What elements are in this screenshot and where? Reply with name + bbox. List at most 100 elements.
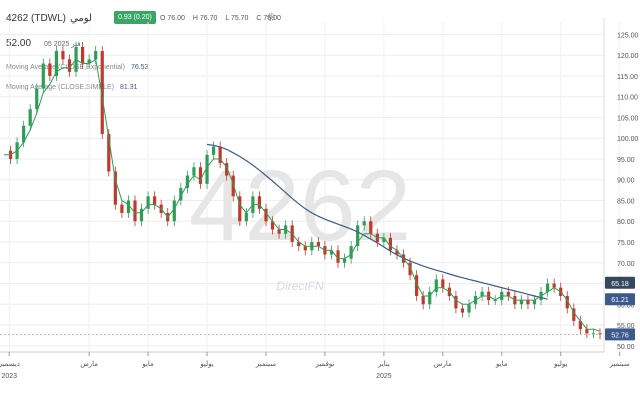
x-tick-label: مايو bbox=[495, 360, 508, 368]
candle-body bbox=[342, 258, 347, 263]
open-value: O 76.00 bbox=[160, 15, 185, 22]
ma2-label: Moving Average (CLOSE,SIMPLE) bbox=[6, 84, 115, 91]
candle-body bbox=[369, 221, 373, 234]
candle-body bbox=[146, 196, 150, 209]
y-tick-label: 85.00 bbox=[617, 198, 635, 205]
x-tick-label: يناير bbox=[377, 360, 390, 368]
candle-body bbox=[54, 51, 58, 76]
candle-body bbox=[519, 300, 524, 305]
moving-average-lines bbox=[0, 58, 604, 335]
y-tick-label: 55.00 bbox=[617, 323, 635, 330]
candle-body bbox=[552, 283, 556, 288]
candle-body bbox=[225, 163, 229, 176]
y-tick-label: 90.00 bbox=[617, 178, 635, 185]
ma2-value: 81.31 bbox=[120, 84, 138, 91]
candle-body bbox=[126, 200, 131, 213]
candle-body bbox=[395, 250, 399, 255]
grid-lines bbox=[0, 22, 621, 352]
x-tick-label: سبتمبر bbox=[609, 360, 630, 368]
x-tick-label: مايو bbox=[141, 360, 154, 368]
candle-body bbox=[467, 304, 471, 313]
y-tick-label: 105.00 bbox=[617, 115, 639, 122]
y-tick-label: 75.00 bbox=[617, 240, 635, 247]
candle-body bbox=[257, 196, 262, 209]
candle-body bbox=[87, 59, 91, 64]
candle-body bbox=[428, 291, 432, 305]
candle-body bbox=[153, 196, 157, 205]
gear-icon[interactable] bbox=[266, 12, 276, 22]
candle-body bbox=[80, 46, 85, 64]
price-tag-label: 52.76 bbox=[611, 332, 629, 339]
candle-body bbox=[185, 175, 189, 189]
x-tick-label: ديسمبر bbox=[0, 360, 20, 368]
price-tag-label: 65.18 bbox=[611, 281, 629, 288]
candle-body bbox=[218, 146, 222, 164]
watermark-brand: DirectFN bbox=[276, 279, 324, 293]
candle-body bbox=[22, 125, 26, 143]
candle-body bbox=[349, 246, 353, 259]
y-tick-label: 70.00 bbox=[617, 261, 635, 268]
x-tick-label: سبتمبر bbox=[255, 360, 276, 368]
candle-body bbox=[238, 196, 242, 222]
candle-body bbox=[205, 154, 209, 184]
price-tags: 65.18 61.21 52.76 bbox=[605, 276, 635, 341]
candle-body bbox=[270, 221, 275, 230]
x-tick-label: مارس bbox=[434, 360, 452, 368]
ticker-label: 4262 (TDWL) bbox=[6, 13, 67, 24]
candle-body bbox=[408, 262, 412, 276]
change-badge: 0.93 (0.20) bbox=[114, 11, 156, 24]
y-tick-label: 95.00 bbox=[617, 157, 635, 164]
x-tick-label: مارس bbox=[80, 360, 98, 368]
low-value: L 75.70 bbox=[225, 15, 249, 22]
candle-body bbox=[329, 250, 334, 255]
candle-body bbox=[336, 250, 340, 263]
candle-body bbox=[35, 88, 39, 110]
candle-body bbox=[120, 204, 124, 213]
candle-body bbox=[264, 208, 268, 222]
candle-body bbox=[546, 283, 550, 292]
candle-body bbox=[578, 320, 582, 330]
candle-body bbox=[192, 167, 196, 176]
candle-body bbox=[48, 63, 52, 76]
last-price: 52.00 bbox=[6, 38, 32, 49]
candle-body bbox=[460, 308, 465, 313]
y-tick-label: 50.00 bbox=[617, 344, 635, 351]
y-tick-label: 120.00 bbox=[617, 53, 639, 60]
high-value: H 76.70 bbox=[192, 15, 218, 22]
company-name: لومي bbox=[70, 13, 92, 24]
x-year-label: 2025 bbox=[376, 373, 392, 380]
price-tag-label: 61.21 bbox=[611, 297, 629, 304]
x-year-label: 2023 bbox=[1, 373, 17, 380]
candle-body bbox=[303, 246, 307, 251]
candle-body bbox=[67, 59, 72, 72]
sma-line bbox=[206, 143, 548, 300]
y-tick-label: 100.00 bbox=[617, 136, 639, 143]
price-tag-bg bbox=[605, 276, 635, 289]
candle-body bbox=[41, 63, 45, 89]
y-tick-label: 110.00 bbox=[617, 95, 638, 102]
candle-body bbox=[591, 333, 596, 335]
candle-body bbox=[421, 295, 425, 305]
x-tick-label: نوفمبر bbox=[314, 360, 334, 368]
candle-body bbox=[107, 134, 111, 172]
candle-body bbox=[388, 237, 393, 251]
candle-body bbox=[316, 242, 320, 247]
y-axis: 50.0055.0060.0065.0070.0075.0080.0085.00… bbox=[603, 18, 639, 352]
candle-body bbox=[362, 221, 366, 226]
candle-body bbox=[526, 300, 530, 305]
candle-body bbox=[585, 329, 589, 334]
x-tick-label: يوليو bbox=[199, 360, 213, 368]
candle-body bbox=[532, 300, 537, 305]
candle-body bbox=[441, 279, 445, 288]
candle-body bbox=[506, 291, 510, 296]
candle-body bbox=[113, 171, 117, 205]
candle-body bbox=[179, 188, 183, 201]
candle-body bbox=[434, 279, 438, 292]
ema-line bbox=[4, 58, 601, 332]
ma1-value: 76.53 bbox=[130, 64, 149, 71]
candle-body bbox=[139, 208, 144, 222]
candle-body bbox=[565, 295, 569, 309]
candle-body bbox=[61, 51, 65, 60]
candle-body bbox=[297, 242, 301, 247]
